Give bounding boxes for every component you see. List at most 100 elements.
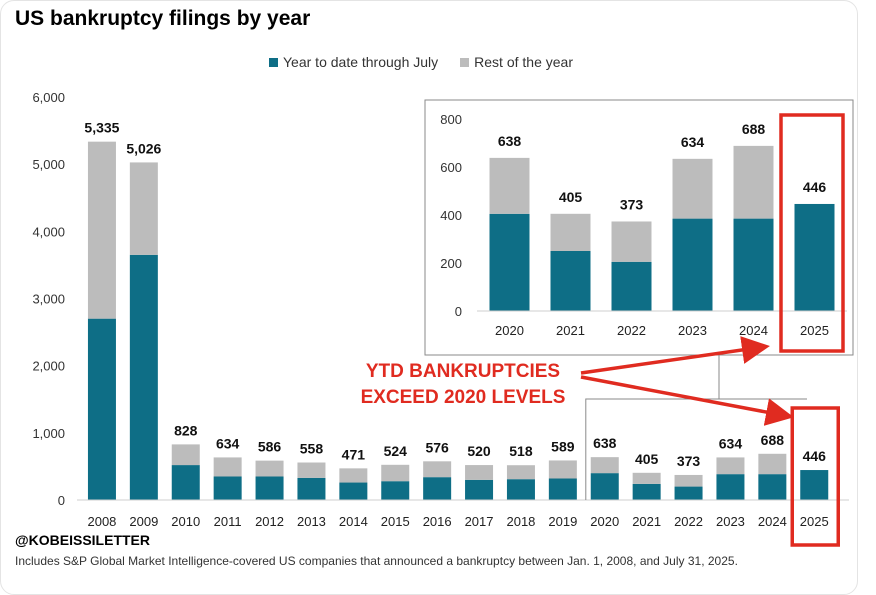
data-label-2013: 558 bbox=[300, 441, 324, 457]
bar-rest-2024 bbox=[758, 453, 787, 475]
bar-ytd-2019 bbox=[548, 478, 577, 500]
x-tick-label-2009: 2009 bbox=[129, 514, 158, 529]
data-label-2012: 586 bbox=[258, 439, 282, 455]
annotation-arrow-inset bbox=[580, 336, 770, 375]
data-label-2018: 518 bbox=[509, 443, 533, 459]
inset-y-tick-label: 400 bbox=[440, 208, 462, 223]
y-tick-label: 5,000 bbox=[32, 157, 65, 172]
x-tick-label-2013: 2013 bbox=[297, 514, 326, 529]
legend-swatch-rest bbox=[460, 57, 470, 67]
inset-bar-rest-2020 bbox=[489, 157, 530, 214]
y-tick-label: 0 bbox=[58, 493, 65, 508]
bar-ytd-2022 bbox=[674, 486, 703, 500]
inset-bar-ytd-2023 bbox=[672, 218, 713, 311]
bar-ytd-2025 bbox=[800, 470, 829, 500]
bar-rest-2020 bbox=[590, 457, 619, 474]
bar-rest-2018 bbox=[506, 465, 535, 480]
x-tick-label-2019: 2019 bbox=[548, 514, 577, 529]
x-tick-label-2008: 2008 bbox=[87, 514, 116, 529]
bar-ytd-2011 bbox=[213, 476, 242, 500]
inset-bar-ytd-2021 bbox=[550, 251, 591, 311]
bar-rest-2015 bbox=[381, 464, 410, 482]
bar-ytd-2023 bbox=[716, 474, 745, 500]
data-label-2009: 5,026 bbox=[126, 140, 161, 156]
x-tick-label-2024: 2024 bbox=[758, 514, 787, 529]
bar-ytd-2012 bbox=[255, 476, 284, 500]
x-tick-label-2022: 2022 bbox=[674, 514, 703, 529]
inset-y-tick-label: 600 bbox=[440, 160, 462, 175]
inset-bar-ytd-2020 bbox=[489, 213, 530, 311]
bar-ytd-2018 bbox=[506, 479, 535, 500]
inset-bar-rest-2022 bbox=[611, 221, 652, 262]
chart-title: US bankruptcy filings by year bbox=[15, 7, 311, 30]
inset-data-label-2021: 405 bbox=[559, 189, 583, 205]
bar-rest-2013 bbox=[297, 462, 326, 478]
x-tick-label-2012: 2012 bbox=[255, 514, 284, 529]
inset-x-tick-label-2023: 2023 bbox=[678, 323, 707, 338]
data-label-2011: 634 bbox=[216, 435, 240, 451]
inset-data-label-2023: 634 bbox=[681, 134, 705, 150]
bar-ytd-2021 bbox=[632, 483, 661, 500]
x-tick-label-2016: 2016 bbox=[423, 514, 452, 529]
bar-rest-2012 bbox=[255, 460, 284, 477]
x-tick-label-2010: 2010 bbox=[171, 514, 200, 529]
inset-data-label-2024: 688 bbox=[742, 121, 766, 137]
data-label-2015: 524 bbox=[384, 443, 408, 459]
bar-rest-2014 bbox=[339, 468, 368, 483]
inset-x-tick-label-2025: 2025 bbox=[800, 323, 829, 338]
inset-x-tick-label-2024: 2024 bbox=[739, 323, 768, 338]
main-bar-chart: 01,0002,0003,0004,0005,0006,0005,3352008… bbox=[32, 90, 849, 547]
bar-ytd-2020 bbox=[590, 473, 619, 500]
inset-y-tick-label: 200 bbox=[440, 256, 462, 271]
inset-y-tick-label: 800 bbox=[440, 112, 462, 127]
legend-item-rest: Rest of the year bbox=[460, 54, 573, 70]
footnote: Includes S&P Global Market Intelligence-… bbox=[15, 554, 738, 568]
data-label-2025: 446 bbox=[803, 448, 827, 464]
bar-rest-2022 bbox=[674, 474, 703, 487]
data-label-2023: 634 bbox=[719, 435, 743, 451]
bar-rest-2017 bbox=[465, 465, 494, 480]
legend: Year to date through July Rest of the ye… bbox=[269, 54, 573, 70]
x-tick-label-2018: 2018 bbox=[506, 514, 535, 529]
annotation-text-line: YTD BANKRUPTCIES bbox=[366, 361, 560, 382]
inset-bar-ytd-2025 bbox=[794, 203, 835, 311]
legend-label-rest: Rest of the year bbox=[474, 54, 573, 70]
inset-x-tick-label-2022: 2022 bbox=[617, 323, 646, 338]
annotation-layer: YTD BANKRUPTCIES EXCEED 2020 LEVELS bbox=[361, 336, 794, 426]
bar-ytd-2008 bbox=[87, 318, 116, 500]
inset-bar-ytd-2024 bbox=[733, 218, 774, 311]
x-tick-label-2011: 2011 bbox=[214, 514, 242, 529]
bar-rest-2009 bbox=[129, 162, 158, 255]
inset-y-tick-label: 0 bbox=[455, 304, 462, 319]
data-label-2021: 405 bbox=[635, 451, 659, 467]
bar-rest-2008 bbox=[87, 141, 116, 319]
inset-data-label-2020: 638 bbox=[498, 133, 522, 149]
inset-bar-rest-2021 bbox=[550, 213, 591, 251]
annotation-text-line: EXCEED 2020 LEVELS bbox=[361, 387, 566, 408]
y-tick-label: 6,000 bbox=[32, 90, 65, 105]
inset-bar-ytd-2022 bbox=[611, 261, 652, 311]
inset-data-label-2025: 446 bbox=[803, 179, 827, 195]
x-tick-label-2023: 2023 bbox=[716, 514, 745, 529]
bar-ytd-2009 bbox=[129, 254, 158, 500]
x-tick-label-2020: 2020 bbox=[590, 514, 619, 529]
bar-ytd-2016 bbox=[423, 477, 452, 500]
bar-rest-2010 bbox=[171, 444, 200, 466]
group-bracket bbox=[585, 398, 807, 500]
bar-rest-2023 bbox=[716, 457, 745, 475]
highlight-box-2025 bbox=[790, 406, 840, 547]
data-label-2019: 589 bbox=[551, 438, 575, 454]
bar-ytd-2010 bbox=[171, 465, 200, 500]
annotation-arrow-main bbox=[580, 375, 794, 426]
x-tick-label-2017: 2017 bbox=[465, 514, 494, 529]
data-label-2024: 688 bbox=[761, 432, 785, 448]
x-tick-label-2014: 2014 bbox=[339, 514, 368, 529]
data-label-2010: 828 bbox=[174, 422, 198, 438]
data-label-2016: 576 bbox=[425, 439, 449, 455]
bar-ytd-2013 bbox=[297, 477, 326, 500]
data-label-2008: 5,335 bbox=[84, 120, 119, 136]
inset-x-tick-label-2020: 2020 bbox=[495, 323, 524, 338]
bar-ytd-2024 bbox=[758, 474, 787, 500]
chart-card: US bankruptcy filings by year Year to da… bbox=[0, 0, 858, 595]
bar-rest-2021 bbox=[632, 472, 661, 484]
